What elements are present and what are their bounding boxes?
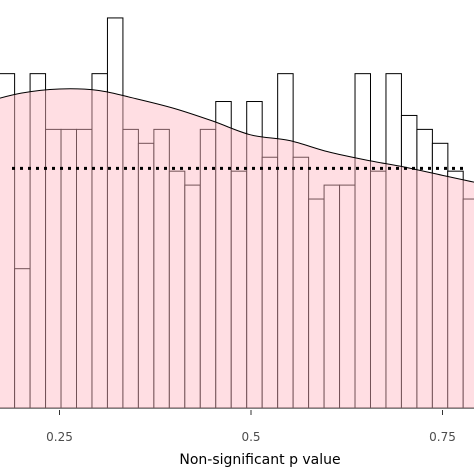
x-tick-label: 0.5 bbox=[241, 430, 260, 444]
x-axis-ticks: 0.25 0.5 0.75 bbox=[46, 410, 456, 444]
histogram-bars bbox=[0, 17, 474, 409]
x-axis-title: Non-significant p value bbox=[179, 452, 340, 468]
x-tick-label: 0.75 bbox=[429, 430, 456, 444]
density-line bbox=[0, 88, 474, 183]
histogram-bar bbox=[0, 73, 16, 409]
histogram-bar bbox=[462, 198, 474, 409]
x-tick-label: 0.25 bbox=[46, 430, 73, 444]
